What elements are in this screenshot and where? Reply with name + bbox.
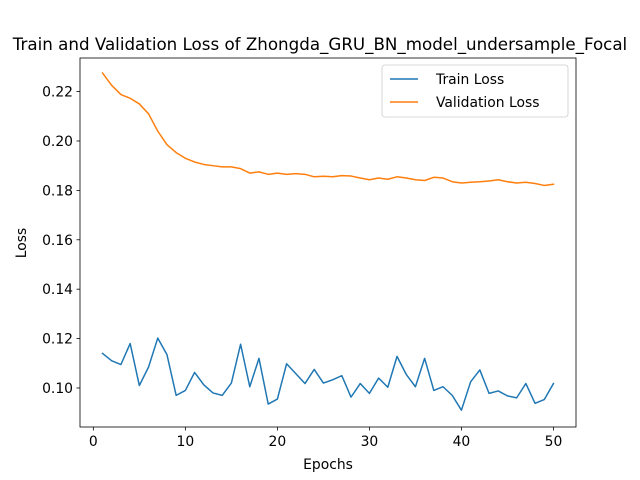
- legend-box: [381, 64, 569, 118]
- legend: Train Loss Validation Loss: [381, 64, 569, 118]
- legend-label-train-loss: Train Loss: [435, 72, 504, 88]
- y-tick-label: 0.22: [42, 85, 73, 101]
- plot-frame: [79, 57, 577, 428]
- series-layer: [101, 72, 555, 411]
- x-tick-label: 40: [453, 434, 471, 450]
- x-tick-label: 20: [269, 434, 287, 450]
- y-tick-label: 0.12: [42, 332, 73, 348]
- x-tick-label: 0: [89, 434, 98, 450]
- y-axis-label: Loss: [14, 228, 30, 258]
- y-tick-label: 0.18: [42, 183, 73, 199]
- x-tick-label: 10: [177, 434, 195, 450]
- y-axis: 0.10 0.12 0.14 0.16 0.18 0.20 0.22: [42, 85, 80, 397]
- chart-title: Train and Validation Loss of Zhongda_GRU…: [12, 34, 627, 55]
- y-tick-label: 0.20: [42, 134, 73, 150]
- x-tick-label: 50: [545, 434, 563, 450]
- y-tick-label: 0.10: [42, 381, 73, 397]
- train-loss-line: [101, 337, 555, 411]
- y-tick-label: 0.14: [42, 282, 73, 298]
- x-axis-label: Epochs: [303, 457, 353, 473]
- y-tick-label: 0.16: [42, 233, 73, 249]
- x-axis: 0 10 20 30 40 50: [89, 427, 562, 450]
- x-tick-label: 30: [361, 434, 379, 450]
- legend-label-validation-loss: Validation Loss: [436, 95, 539, 111]
- validation-loss-line: [101, 72, 555, 187]
